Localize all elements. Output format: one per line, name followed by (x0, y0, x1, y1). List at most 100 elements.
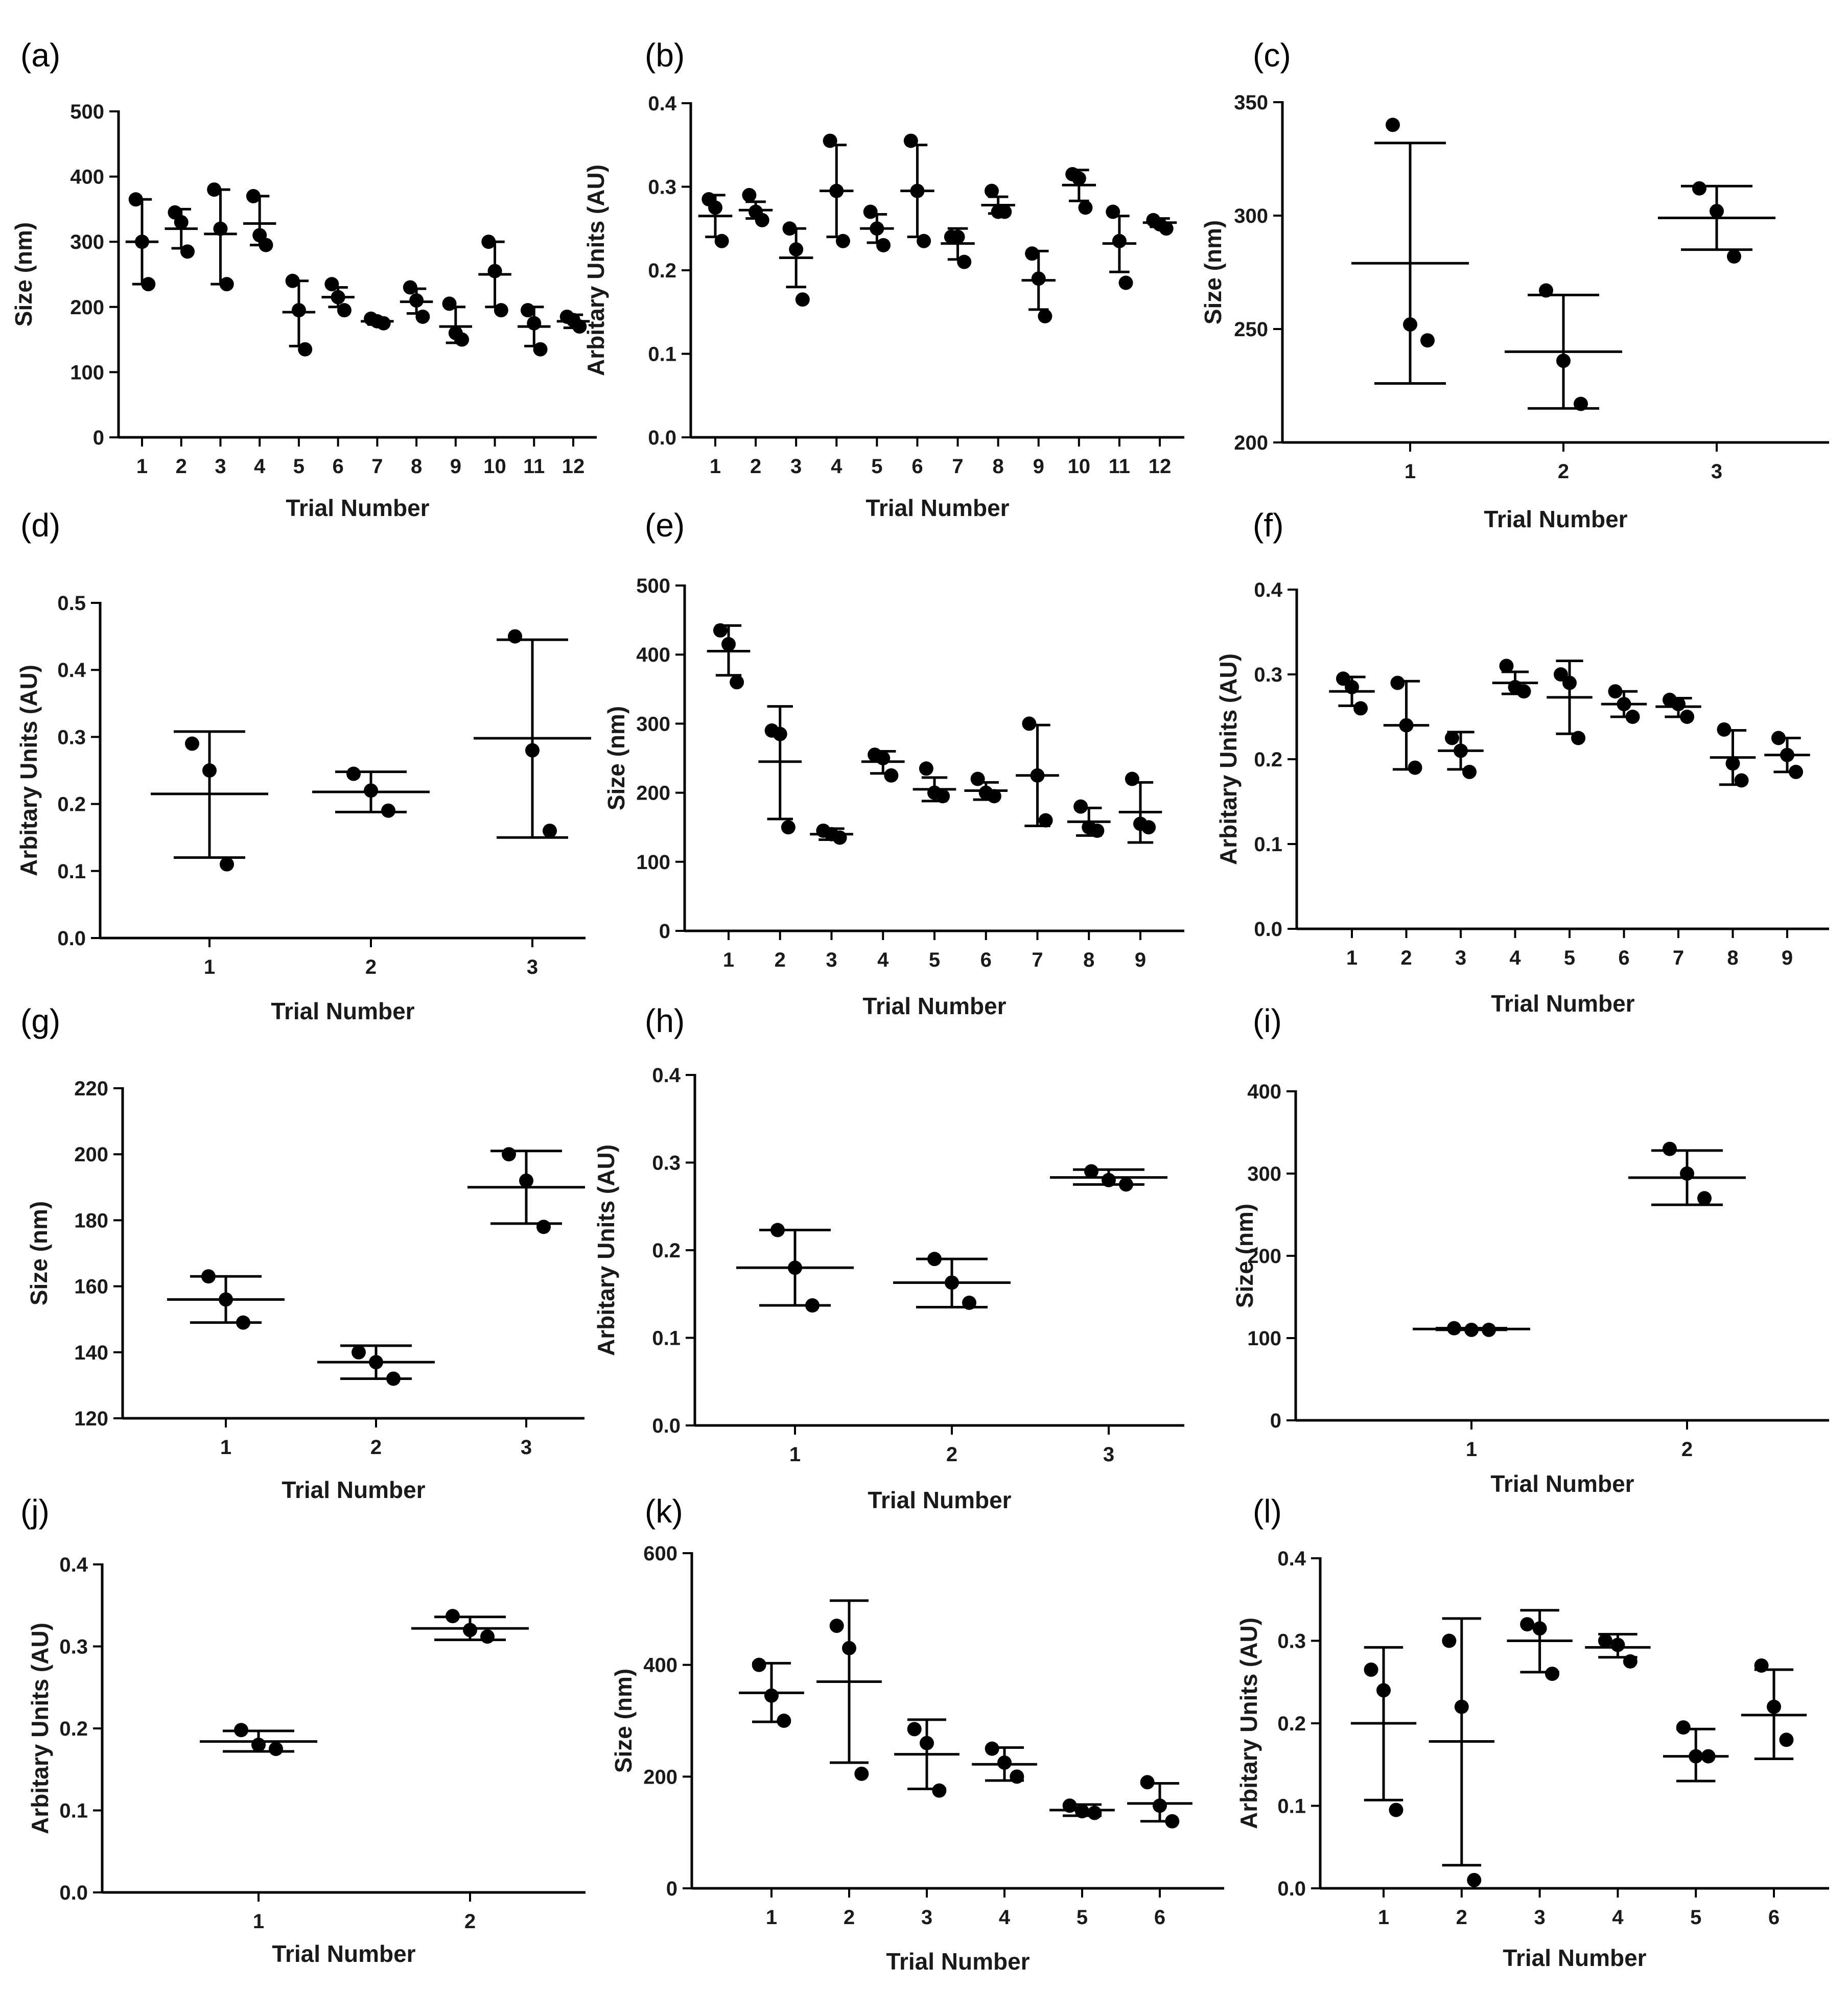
data-point (246, 189, 261, 203)
data-point (713, 623, 728, 638)
x-tick-label: 4 (999, 1906, 1011, 1929)
data-point (1025, 246, 1040, 261)
data-point (446, 1609, 460, 1624)
data-point (1062, 1798, 1077, 1813)
x-tick-label: 8 (411, 455, 422, 478)
data-point (259, 238, 273, 252)
data-point (234, 1723, 248, 1738)
x-tick-label: 4 (1612, 1906, 1624, 1929)
y-tick-label: 0.0 (57, 927, 86, 950)
x-tick-label: 2 (844, 1906, 855, 1929)
data-point (487, 264, 502, 278)
x-tick-label: 4 (1509, 947, 1521, 969)
data-point (1386, 118, 1400, 132)
data-point (1345, 680, 1359, 694)
data-point (1780, 747, 1794, 762)
data-point (863, 204, 878, 219)
x-tick-label: 2 (1400, 947, 1412, 969)
data-point (920, 1736, 934, 1750)
data-point (1671, 697, 1686, 712)
data-point (376, 316, 391, 331)
data-point (527, 316, 542, 331)
data-point (508, 629, 522, 644)
y-axis-title: Arbitary Units (AU) (1215, 653, 1242, 865)
data-point (185, 736, 199, 751)
x-tick-label: 1 (710, 455, 721, 478)
x-axis-title: Trial Number (286, 495, 429, 521)
data-point (927, 1252, 942, 1267)
data-point (1610, 1637, 1625, 1652)
y-tick-label: 400 (643, 1654, 677, 1677)
x-axis-title: Trial Number (1503, 1945, 1646, 1971)
x-tick-label: 3 (1103, 1443, 1114, 1466)
x-axis-title: Trial Number (865, 495, 1009, 521)
data-point (935, 789, 950, 804)
data-point (381, 803, 395, 818)
data-point (415, 309, 430, 324)
chart-panel-8: (h) 0.0 0.1 0.2 0.3 0.4 1 2 3 Trial Number Arbitar… (593, 1002, 1184, 1513)
y-tick-label: 0.0 (652, 1415, 681, 1437)
data-point (997, 1755, 1012, 1770)
data-point (174, 215, 189, 229)
panel-label: (e) (645, 507, 685, 544)
data-point (721, 637, 736, 651)
data-point (987, 789, 1001, 804)
data-point (1022, 716, 1037, 731)
data-point (201, 1269, 216, 1284)
x-tick-label: 1 (204, 956, 215, 978)
x-tick-label: 8 (1083, 949, 1094, 971)
data-point (1119, 1177, 1133, 1192)
data-point (1444, 731, 1459, 745)
data-point (1680, 710, 1695, 724)
x-tick-label: 2 (176, 455, 187, 478)
data-point (1102, 1173, 1116, 1187)
data-point (1532, 1621, 1547, 1636)
y-tick-label: 400 (1247, 1081, 1281, 1103)
data-point (1112, 233, 1127, 248)
data-point (533, 342, 548, 357)
data-point (1625, 710, 1640, 724)
data-point (910, 183, 925, 198)
data-point (1106, 204, 1120, 219)
data-point (1789, 764, 1804, 779)
y-axis-title: Size (nm) (1231, 1204, 1258, 1308)
data-point (1771, 731, 1786, 745)
data-point (455, 332, 470, 347)
data-point (1442, 1633, 1457, 1648)
data-point (298, 342, 313, 357)
data-point (945, 1275, 959, 1290)
data-point (919, 761, 933, 776)
y-tick-label: 0.2 (59, 1718, 88, 1740)
x-tick-label: 2 (1456, 1906, 1467, 1929)
data-point (180, 244, 195, 259)
data-point (970, 771, 985, 786)
data-point (950, 229, 965, 244)
x-tick-label: 3 (921, 1906, 932, 1929)
x-tick-label: 5 (871, 455, 882, 478)
x-tick-label: 3 (826, 949, 837, 971)
data-point (386, 1371, 401, 1386)
y-tick-label: 180 (74, 1209, 108, 1232)
y-axis-title: Size (nm) (26, 1201, 52, 1305)
data-point (1125, 771, 1139, 786)
y-tick-label: 400 (636, 644, 670, 666)
panel-label: (j) (20, 1493, 50, 1530)
y-tick-label: 0.1 (57, 860, 86, 883)
data-point (1010, 1769, 1024, 1784)
y-tick-label: 0.3 (652, 1152, 681, 1175)
y-tick-label: 300 (1234, 205, 1268, 227)
data-point (770, 1223, 785, 1237)
data-point (755, 213, 769, 227)
data-point (1539, 283, 1553, 298)
chart-panel-7: (g) 120 140 160 180 200 220 1 2 3 Trial Number Size… (20, 1002, 585, 1503)
x-axis-title: Trial Number (1484, 506, 1627, 532)
panel-label: (a) (20, 37, 60, 74)
panel-label: (g) (20, 1002, 60, 1039)
data-point (764, 1688, 779, 1703)
data-point (1598, 1633, 1612, 1648)
data-point (207, 182, 222, 197)
x-tick-label: 1 (1405, 460, 1416, 483)
y-tick-label: 0.3 (59, 1636, 88, 1658)
chart-panel-5: (e) 0 100 200 300 400 500 1 2 3 4 5 6 7 8 9 Trial Number… (603, 507, 1184, 1019)
data-point (1090, 823, 1105, 838)
